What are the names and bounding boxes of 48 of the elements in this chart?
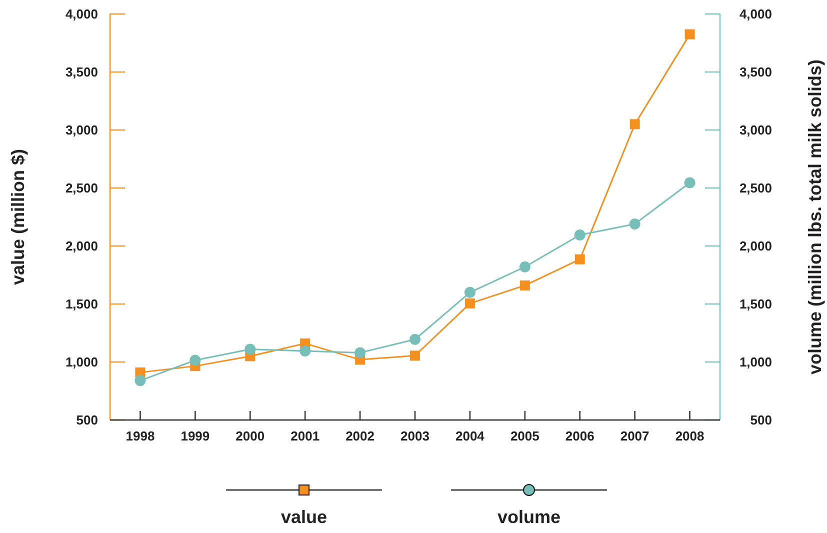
y-tick-label: 3,500 — [65, 64, 98, 80]
point — [629, 218, 640, 230]
point — [519, 261, 530, 272]
point — [410, 334, 420, 345]
y-tick-label: 4,000 — [65, 6, 98, 22]
y2-axis-title: volume (million lbs. total milk solids) — [805, 59, 825, 375]
y-tick-label: 2,000 — [65, 238, 98, 254]
point — [354, 347, 366, 358]
y-tick-label: 3,000 — [65, 122, 98, 138]
point — [134, 375, 146, 386]
x-tick-label: 2004 — [455, 428, 486, 444]
y-tick-label: 1,000 — [65, 354, 98, 370]
y2-tick-label: 2,500 — [739, 180, 772, 196]
x-tick-label: 2000 — [236, 428, 265, 444]
y2-tick-label: 1,000 — [739, 354, 772, 370]
y2-tick-label: 500 — [750, 412, 772, 428]
point — [464, 286, 476, 298]
x-tick-label: 2006 — [565, 428, 594, 444]
point — [300, 345, 311, 356]
legend-label: value — [280, 507, 328, 527]
point — [520, 280, 530, 290]
point — [190, 354, 201, 366]
y2-tick-label: 3,500 — [739, 64, 772, 80]
y-tick-label: 2,500 — [65, 180, 98, 196]
point — [684, 29, 695, 40]
x-tick-label: 2005 — [510, 428, 540, 444]
legend-label: volume — [497, 507, 561, 527]
point — [410, 350, 420, 361]
point — [684, 177, 696, 188]
point — [464, 298, 475, 308]
x-tick-label: 2003 — [400, 428, 430, 444]
x-tick-label: 1998 — [126, 428, 155, 444]
y-axis-title: value (million $) — [8, 148, 28, 286]
x-tick-label: 2001 — [290, 428, 320, 444]
x-tick-label: 2008 — [675, 428, 704, 444]
y2-tick-label: 4,000 — [739, 6, 772, 22]
point — [630, 119, 640, 130]
y2-tick-label: 3,000 — [739, 122, 772, 138]
point — [574, 254, 585, 264]
x-tick-label: 2007 — [620, 428, 650, 444]
y2-tick-label: 1,500 — [739, 296, 772, 312]
y-tick-label: 500 — [76, 412, 98, 428]
y2-tick-label: 2,000 — [739, 238, 772, 254]
x-tick-label: 2002 — [346, 428, 375, 444]
x-tick-label: 1999 — [180, 428, 210, 444]
y-tick-label: 1,500 — [65, 296, 98, 312]
point — [244, 344, 256, 355]
point — [574, 229, 586, 240]
